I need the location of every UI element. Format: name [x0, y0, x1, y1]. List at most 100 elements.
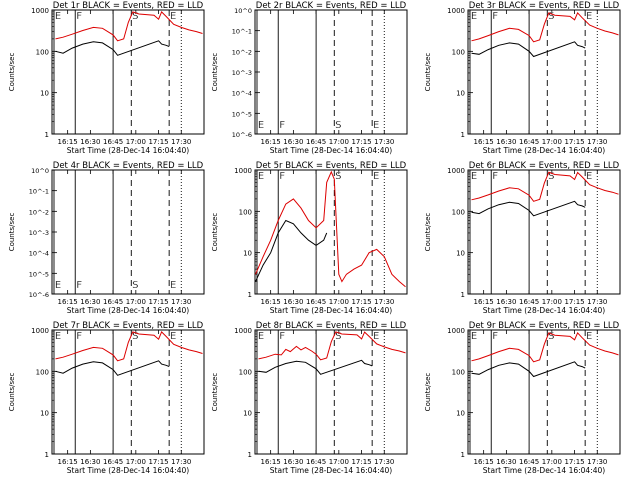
interval-marker-label: S [132, 331, 138, 342]
y-axis-label: Counts/sec [424, 213, 432, 252]
x-axis-label: Start Time (28-Dec-14 16:04:40) [67, 306, 189, 315]
interval-marker-label: E [55, 331, 61, 342]
y-tick-label: 1 [45, 451, 49, 459]
series-lld-line [258, 331, 406, 361]
y-tick-label: 1 [461, 451, 465, 459]
series-lld-line [55, 11, 203, 42]
interval-marker-label: F [492, 331, 498, 342]
y-tick-label: 10 [243, 410, 252, 418]
x-tick-label: 16:45 [519, 458, 539, 466]
x-tick-label: 17:00 [126, 298, 146, 306]
y-tick-label: 1 [248, 451, 252, 459]
interval-marker-label: S [548, 331, 554, 342]
x-tick-label: 17:30 [374, 138, 394, 146]
interval-marker-label: E [373, 331, 379, 342]
x-tick-label: 17:30 [374, 298, 394, 306]
y-tick-label: 10^0 [31, 167, 49, 175]
x-tick-label: 16:15 [261, 298, 281, 306]
y-tick-label: 10 [456, 410, 465, 418]
y-tick-label: 1 [45, 131, 49, 139]
y-axis-label: Counts/sec [424, 373, 432, 412]
x-axis-label: Start Time (28-Dec-14 16:04:40) [270, 306, 392, 315]
y-tick-label: 1000 [234, 327, 252, 335]
interval-marker-label: F [76, 11, 82, 22]
x-tick-label: 17:15 [564, 298, 584, 306]
interval-marker-label: E [258, 331, 264, 342]
y-tick-label: 10 [40, 90, 49, 98]
y-axis-label: Counts/sec [8, 373, 16, 412]
plot-frame [467, 329, 621, 455]
x-tick-label: 16:45 [519, 298, 539, 306]
interval-marker-label: S [548, 171, 554, 182]
y-tick-label: 10 [243, 250, 252, 258]
x-axis-label: Start Time (28-Dec-14 16:04:40) [270, 146, 392, 155]
x-tick-label: 16:15 [261, 138, 281, 146]
x-axis-label: Start Time (28-Dec-14 16:04:40) [67, 466, 189, 475]
y-axis-label: Counts/sec [211, 213, 219, 252]
x-tick-label: 17:00 [329, 138, 349, 146]
y-tick-label: 10^-3 [232, 69, 252, 77]
interval-marker-label: F [492, 171, 498, 182]
y-tick-label: 100 [452, 208, 465, 216]
interval-marker-label: S [335, 120, 341, 131]
x-tick-label: 16:30 [283, 138, 303, 146]
x-tick-label: 17:15 [564, 458, 584, 466]
x-tick-label: 16:45 [103, 458, 123, 466]
series-lld-line [55, 331, 203, 362]
x-tick-label: 17:30 [171, 298, 191, 306]
series-events-line [55, 40, 170, 56]
panel-title: Det 6r BLACK = Events, RED = LLD [469, 161, 620, 171]
y-tick-label: 1000 [31, 327, 49, 335]
x-tick-label: 16:15 [474, 458, 494, 466]
interval-marker-label: E [55, 280, 61, 291]
y-tick-label: 1000 [447, 327, 465, 335]
interval-marker-label: E [170, 11, 176, 22]
x-tick-label: 17:30 [587, 138, 607, 146]
series-lld-line [471, 12, 619, 43]
interval-marker-label: S [132, 11, 138, 22]
panel-title: Det 5r BLACK = Events, RED = LLD [256, 161, 407, 171]
x-tick-label: 17:15 [351, 298, 371, 306]
series-lld-line [471, 332, 619, 363]
series-events-line [471, 200, 586, 217]
series-events-line [55, 360, 170, 376]
interval-marker-label: S [335, 331, 341, 342]
x-axis-label: Start Time (28-Dec-14 16:04:40) [483, 466, 605, 475]
x-tick-label: 16:45 [306, 298, 326, 306]
x-tick-label: 16:30 [80, 458, 100, 466]
y-tick-label: 10^0 [234, 7, 252, 15]
x-tick-label: 16:15 [58, 298, 78, 306]
y-tick-label: 100 [239, 208, 252, 216]
interval-marker-label: E [586, 11, 592, 22]
y-tick-label: 10^-6 [29, 291, 49, 299]
x-tick-label: 16:45 [103, 298, 123, 306]
y-tick-label: 10^-5 [232, 110, 252, 118]
x-tick-label: 17:30 [587, 298, 607, 306]
x-tick-label: 16:45 [306, 458, 326, 466]
x-tick-label: 17:00 [542, 458, 562, 466]
interval-marker-label: E [471, 331, 477, 342]
interval-marker-label: S [548, 11, 554, 22]
x-axis-label: Start Time (28-Dec-14 16:04:40) [270, 466, 392, 475]
x-tick-label: 17:00 [542, 298, 562, 306]
interval-marker-label: E [586, 171, 592, 182]
x-tick-label: 16:15 [58, 458, 78, 466]
interval-marker-label: E [471, 11, 477, 22]
x-tick-label: 17:15 [148, 458, 168, 466]
x-tick-label: 16:45 [306, 138, 326, 146]
y-tick-label: 1000 [447, 7, 465, 15]
series-events-line [258, 359, 373, 375]
x-tick-label: 17:30 [171, 138, 191, 146]
interval-marker-label: E [471, 171, 477, 182]
interval-marker-label: E [586, 331, 592, 342]
interval-marker-label: E [258, 171, 264, 182]
x-tick-label: 16:15 [58, 138, 78, 146]
series-lld-line [471, 171, 619, 202]
y-tick-label: 10^-2 [232, 48, 252, 56]
interval-marker-label: F [279, 331, 285, 342]
x-tick-label: 16:30 [80, 138, 100, 146]
x-tick-label: 17:00 [542, 138, 562, 146]
y-tick-label: 10^-6 [232, 131, 252, 139]
x-tick-label: 16:30 [283, 298, 303, 306]
panel-title: Det 8r BLACK = Events, RED = LLD [256, 321, 407, 331]
